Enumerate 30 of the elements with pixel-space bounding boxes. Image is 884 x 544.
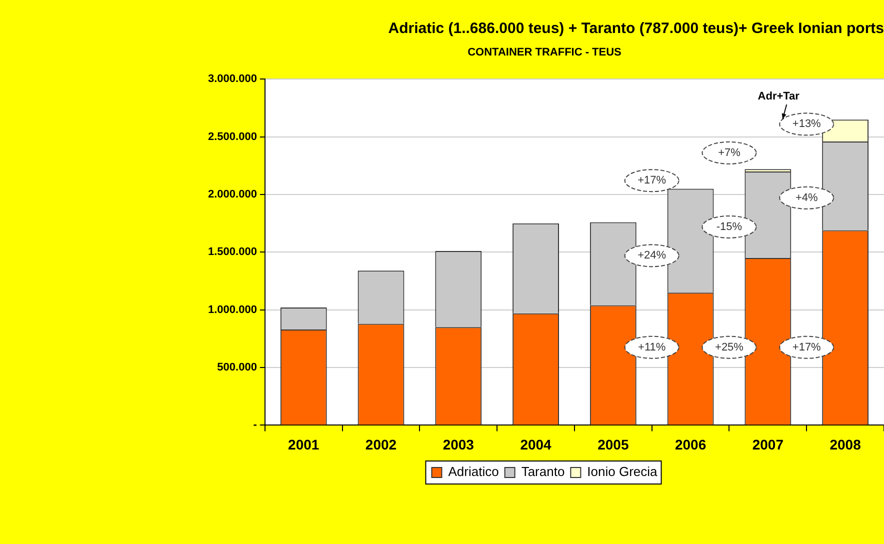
annotation: +24%: [638, 250, 666, 262]
y-tick-label: 2.000.000: [208, 188, 257, 201]
annotation: Adr+Tar: [758, 90, 800, 103]
x-tick-label: 2002: [365, 436, 397, 452]
annotation: +7%: [718, 146, 741, 159]
x-tick-label: 2008: [830, 436, 862, 452]
legend-label: Taranto: [521, 464, 565, 480]
chart-title: Adriatic (1..686.000 teus) + Taranto (787.000 teus)+ Greek Ionian ports: [388, 20, 884, 38]
x-tick-label: 2004: [520, 436, 552, 452]
annotation: +4%: [795, 192, 818, 204]
x-tick-label: 2006: [674, 436, 706, 452]
chart-subtitle: CONTAINER TRAFFIC - TEUS: [468, 46, 622, 59]
annotation: +17%: [792, 341, 822, 354]
y-tick-label: 2.500.000: [208, 130, 257, 143]
annotation: -15%: [716, 220, 742, 233]
y-tick-label: -: [253, 419, 258, 432]
y-tick-label: 3.000.000: [208, 73, 257, 86]
x-tick-label: 2001: [288, 436, 320, 452]
legend-label: Ionio Grecia: [587, 464, 658, 480]
annotation: +11%: [638, 341, 666, 354]
annotation: +13%: [792, 118, 822, 130]
x-tick-label: 2005: [598, 436, 629, 452]
y-tick-label: 500.000: [217, 362, 257, 374]
x-tick-label: 2003: [442, 436, 474, 452]
annotation: +25%: [715, 341, 744, 354]
legend-label: Adriatico: [448, 464, 499, 480]
annotation: +17%: [638, 174, 666, 187]
x-tick-label: 2007: [752, 436, 784, 452]
y-tick-label: 1.000.000: [208, 304, 257, 316]
y-tick-label: 1.500.000: [208, 246, 257, 258]
